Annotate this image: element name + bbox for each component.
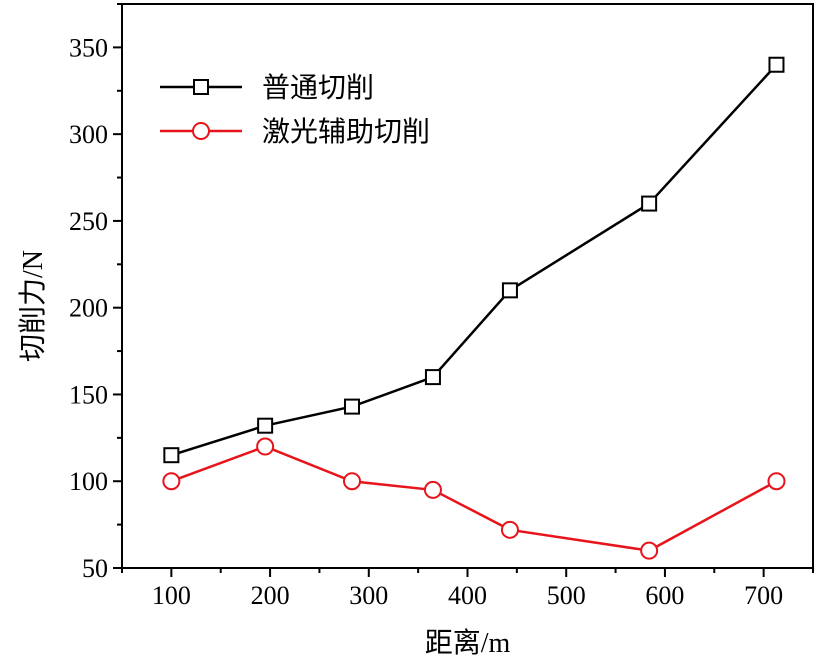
- y-axis-ticks: 50 100 150 200 250 300 350: [69, 3, 122, 583]
- x-tick-label: 300: [349, 581, 388, 610]
- x-axis-label: 距离/m: [425, 627, 511, 659]
- data-point: [163, 447, 180, 464]
- y-tick-label: 50: [82, 554, 108, 583]
- data-point: [640, 541, 659, 560]
- data-point: [501, 282, 518, 299]
- y-tick-label: 200: [69, 294, 108, 323]
- data-point: [767, 472, 786, 491]
- data-point: [768, 56, 785, 73]
- data-point: [162, 472, 181, 491]
- data-point: [500, 520, 519, 539]
- x-tick-label: 100: [152, 581, 191, 610]
- x-tick-label: 400: [448, 581, 487, 610]
- data-point: [424, 369, 441, 386]
- y-axis-label: 切削力/N: [17, 250, 49, 362]
- x-tick-label: 200: [251, 581, 290, 610]
- x-tick-label: 600: [645, 581, 684, 610]
- series-line: [170, 445, 778, 552]
- data-point: [423, 480, 442, 499]
- x-tick-label: 700: [744, 581, 783, 610]
- legend-item: 普通切削: [160, 72, 374, 104]
- legend-label: 激光辅助切削: [262, 116, 430, 148]
- y-tick-label: 100: [69, 467, 108, 496]
- legend-marker: [193, 79, 209, 95]
- y-tick-label: 300: [69, 120, 108, 149]
- data-point: [256, 437, 275, 456]
- legend-marker: [192, 122, 210, 140]
- x-axis-ticks: 100 200 300 400 500 600 700: [121, 568, 814, 610]
- plot-area: [162, 56, 786, 560]
- plot-frame: [121, 3, 814, 569]
- y-tick-label: 150: [69, 380, 108, 409]
- series-2: [162, 437, 786, 560]
- legend-item: 激光辅助切削: [160, 116, 430, 148]
- y-tick-label: 350: [69, 33, 108, 62]
- data-point: [343, 472, 362, 491]
- legend-label: 普通切削: [262, 72, 374, 104]
- x-tick-label: 500: [547, 581, 586, 610]
- y-tick-label: 250: [69, 207, 108, 236]
- data-point: [641, 195, 658, 212]
- data-point: [257, 417, 274, 434]
- axes: [121, 3, 814, 569]
- series-1: [163, 56, 785, 464]
- data-point: [344, 398, 361, 415]
